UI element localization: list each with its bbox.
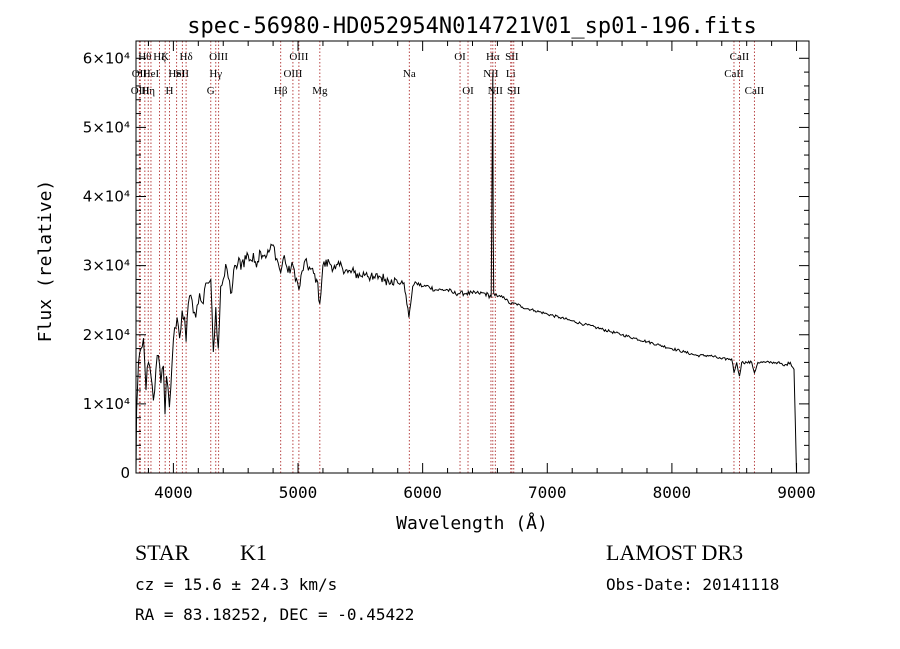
spectral-line-label: Hζ bbox=[153, 51, 166, 63]
spectral-line-label: CaII bbox=[724, 68, 744, 80]
spectral-line-label: CaII bbox=[730, 51, 750, 63]
spectral-line-label: Hδ bbox=[180, 51, 193, 63]
redshift-cz: cz = 15.6 ± 24.3 km/s bbox=[135, 575, 337, 594]
x-axis: 4000 5000 6000 7000 8000 9000 bbox=[147, 41, 816, 502]
y-tick-label: 4×10⁴ bbox=[83, 188, 130, 206]
spectral-line-label: HeI bbox=[143, 68, 160, 80]
spectral-line-label: HeI bbox=[168, 68, 185, 80]
spectral-line-label: Hα bbox=[486, 51, 500, 63]
plot-frame bbox=[135, 40, 810, 474]
y-tick-label: 6×10⁴ bbox=[83, 49, 130, 67]
spectral-line-label: Na bbox=[403, 68, 416, 80]
x-axis-label: Wavelength (Å) bbox=[396, 512, 548, 534]
spectral-line-label: NII bbox=[483, 68, 499, 80]
x-tick-label: 6000 bbox=[403, 483, 442, 502]
spectral-line-label: OIII bbox=[209, 51, 228, 63]
spectral-line-label: Hβ bbox=[274, 85, 288, 97]
object-subclass: K1 bbox=[240, 540, 267, 565]
y-axis: 0 1×10⁴ 2×10⁴ 3×10⁴ 4×10⁴ 5×10⁴ 6×10⁴ bbox=[83, 49, 809, 482]
x-tick-label: 5000 bbox=[279, 483, 318, 502]
y-tick-label: 0 bbox=[120, 464, 130, 482]
spectral-line-label: OIII bbox=[283, 68, 302, 80]
spectral-line-label: SII bbox=[505, 51, 519, 63]
x-tick-label: 7000 bbox=[528, 483, 567, 502]
spectral-lines: OIIOIIIHθHηHeIHζKHHeISIIHδGHγOIIIHβOIIIO… bbox=[131, 41, 765, 473]
spectral-line-label: G bbox=[207, 85, 215, 97]
spectral-line-label: OI bbox=[462, 85, 474, 97]
chart-title: spec-56980-HD052954N014721V01_sp01-196.f… bbox=[187, 14, 757, 39]
spectral-line-label: CaII bbox=[745, 85, 765, 97]
spectral-line-label: OI bbox=[454, 51, 466, 63]
spectral-line-label: K bbox=[161, 51, 169, 63]
spectral-line-label: OIII bbox=[289, 51, 308, 63]
flux-series bbox=[135, 72, 797, 474]
x-tick-label: 8000 bbox=[653, 483, 692, 502]
spectral-line-label: Hθ bbox=[138, 51, 151, 63]
spectral-line-label: SII bbox=[507, 85, 521, 97]
object-class: STAR bbox=[135, 540, 190, 565]
spectral-line-label: H bbox=[166, 85, 174, 97]
y-axis-label: Flux (relative) bbox=[35, 180, 56, 343]
spectral-line-label: Mg bbox=[312, 85, 328, 97]
y-tick-label: 2×10⁴ bbox=[83, 326, 130, 344]
x-tick-label: 9000 bbox=[777, 483, 816, 502]
coordinates: RA = 83.18252, DEC = -0.45422 bbox=[135, 605, 414, 624]
spectral-line-label: Hγ bbox=[209, 68, 222, 80]
spectral-line-label: Li bbox=[506, 68, 516, 80]
y-tick-label: 1×10⁴ bbox=[83, 395, 130, 413]
y-tick-label: 5×10⁴ bbox=[83, 118, 130, 136]
spectral-line-label: SII bbox=[176, 68, 190, 80]
y-tick-label: 3×10⁴ bbox=[83, 257, 130, 275]
spectral-line-label: NII bbox=[488, 85, 504, 97]
spectral-line-label: Hη bbox=[141, 85, 155, 97]
observation-date: Obs-Date: 20141118 bbox=[606, 575, 779, 594]
survey-name: LAMOST DR3 bbox=[606, 540, 743, 565]
flux-line bbox=[135, 72, 797, 474]
x-tick-label: 4000 bbox=[154, 483, 193, 502]
